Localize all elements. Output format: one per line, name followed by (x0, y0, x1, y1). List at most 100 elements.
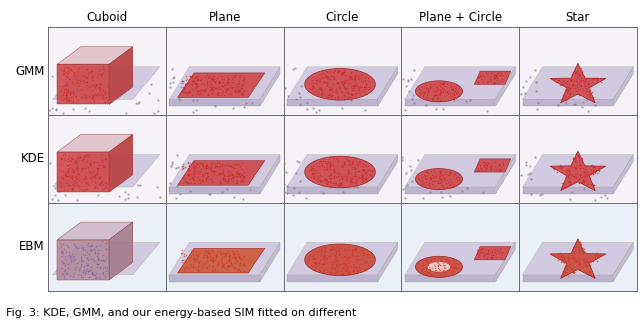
Point (472, 166, 483, 171)
Point (590, 252, 600, 257)
Point (339, 174, 349, 179)
Point (357, 167, 367, 172)
Point (237, 83, 248, 88)
Point (91, 271, 101, 276)
Point (479, 162, 489, 168)
Point (483, 78, 493, 83)
Point (314, 85, 324, 91)
Point (317, 158, 328, 163)
Point (449, 265, 459, 271)
Point (218, 168, 228, 173)
Point (472, 256, 483, 261)
Point (97, 271, 108, 276)
Point (245, 187, 255, 193)
Point (353, 76, 364, 82)
Point (431, 107, 441, 112)
Point (200, 163, 211, 169)
Point (591, 75, 601, 80)
Point (493, 162, 504, 168)
Point (422, 169, 433, 174)
Point (397, 187, 408, 192)
Point (184, 181, 194, 186)
Point (493, 251, 504, 256)
Point (311, 168, 321, 173)
Point (340, 86, 350, 91)
Point (188, 257, 198, 262)
Point (565, 91, 575, 97)
Point (572, 91, 582, 96)
Point (69, 242, 79, 247)
Point (443, 180, 453, 185)
Point (184, 261, 195, 266)
Point (358, 167, 369, 172)
Point (90, 93, 100, 98)
Point (440, 83, 451, 89)
Point (418, 89, 428, 94)
Point (186, 264, 196, 269)
Point (316, 85, 326, 90)
Point (63, 249, 74, 254)
Point (433, 266, 444, 271)
Point (346, 97, 356, 102)
Point (314, 164, 324, 169)
Point (360, 261, 370, 266)
Point (582, 91, 593, 96)
Point (214, 92, 224, 97)
Point (419, 90, 429, 95)
Point (360, 108, 371, 113)
Point (559, 93, 569, 98)
Point (232, 248, 242, 254)
Point (465, 98, 476, 103)
Point (63, 96, 73, 101)
Point (335, 262, 346, 267)
Point (207, 87, 217, 92)
Point (579, 270, 589, 275)
Point (179, 253, 189, 258)
Point (211, 173, 221, 178)
Point (350, 76, 360, 82)
Text: Circle: Circle (326, 11, 359, 24)
Point (433, 263, 443, 268)
Point (337, 90, 348, 95)
Point (488, 80, 499, 85)
Point (58, 71, 68, 76)
Point (236, 86, 246, 91)
Point (445, 176, 455, 181)
Point (481, 71, 492, 76)
Point (89, 174, 99, 179)
Point (328, 174, 339, 179)
Point (188, 164, 198, 169)
Point (94, 92, 104, 97)
Point (338, 272, 348, 277)
Point (568, 270, 578, 275)
Point (354, 89, 364, 94)
Point (353, 75, 364, 81)
Point (202, 170, 212, 176)
Point (209, 74, 220, 79)
Point (234, 263, 244, 268)
Point (228, 256, 239, 261)
Point (228, 175, 238, 180)
Point (582, 86, 592, 91)
Point (346, 161, 356, 166)
Point (336, 174, 346, 179)
Point (569, 174, 579, 179)
Point (61, 271, 71, 276)
Point (563, 258, 573, 263)
Point (55, 88, 65, 93)
Point (214, 161, 224, 166)
Point (538, 191, 548, 196)
Point (562, 168, 572, 173)
Point (198, 179, 208, 184)
Point (199, 261, 209, 266)
Point (70, 265, 81, 270)
Point (67, 167, 77, 172)
Point (316, 179, 326, 184)
Point (428, 96, 438, 101)
Point (207, 86, 218, 91)
Point (568, 173, 578, 178)
Point (351, 247, 361, 252)
Point (329, 76, 339, 81)
Point (221, 260, 231, 265)
Point (333, 94, 344, 100)
